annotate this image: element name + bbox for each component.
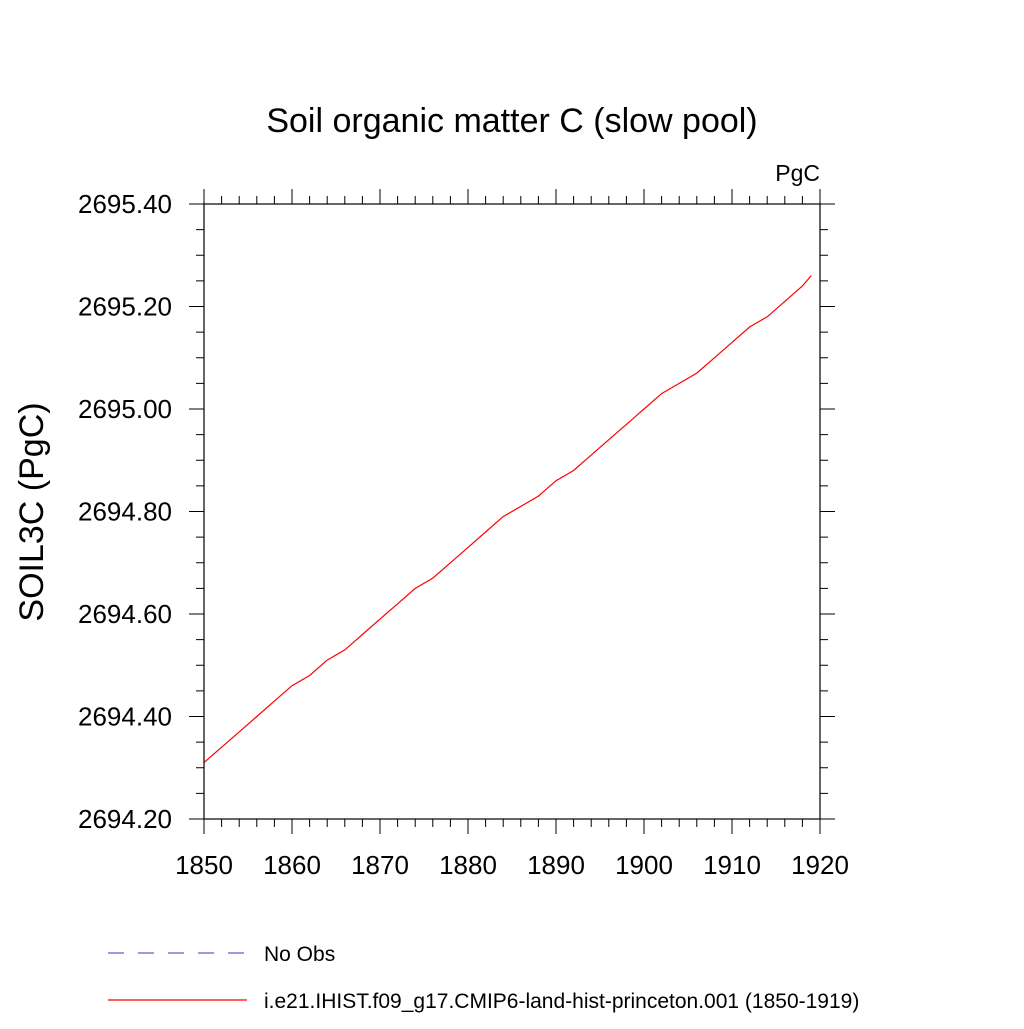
axis-layer: 1850 1860 1870 1880 1890 1900 1910 1920 2694.20 2…	[78, 189, 849, 880]
x-tick-label: 1910	[703, 850, 761, 880]
chart-title: Soil organic matter C (slow pool)	[266, 102, 757, 140]
y-tick-label: 2695.20	[78, 292, 172, 322]
y-tick-label: 2695.00	[78, 394, 172, 424]
units-label: PgC	[775, 160, 820, 186]
y-axis-label: SOIL3C (PgC)	[13, 402, 51, 621]
x-tick-label: 1850	[175, 850, 233, 880]
x-tick-label: 1890	[527, 850, 585, 880]
x-tick-label: 1920	[791, 850, 849, 880]
legend-label: No Obs	[264, 943, 335, 966]
y-tick-label: 2694.20	[78, 804, 172, 834]
y-tick-label: 2694.60	[78, 599, 172, 629]
y-tick-label: 2695.40	[78, 189, 172, 219]
legend-label: i.e21.IHIST.f09_g17.CMIP6-land-hist-prin…	[264, 990, 859, 1013]
x-tick-label: 1870	[351, 850, 409, 880]
series-line	[204, 276, 811, 763]
legend: No Obs i.e21.IHIST.f09_g17.CMIP6-land-his…	[108, 943, 859, 1013]
y-tick-label: 2694.80	[78, 497, 172, 527]
x-tick-label: 1900	[615, 850, 673, 880]
x-tick-label: 1860	[263, 850, 321, 880]
x-tick-label: 1880	[439, 850, 497, 880]
y-tick-label: 2694.40	[78, 702, 172, 732]
plot-layer	[204, 276, 811, 763]
